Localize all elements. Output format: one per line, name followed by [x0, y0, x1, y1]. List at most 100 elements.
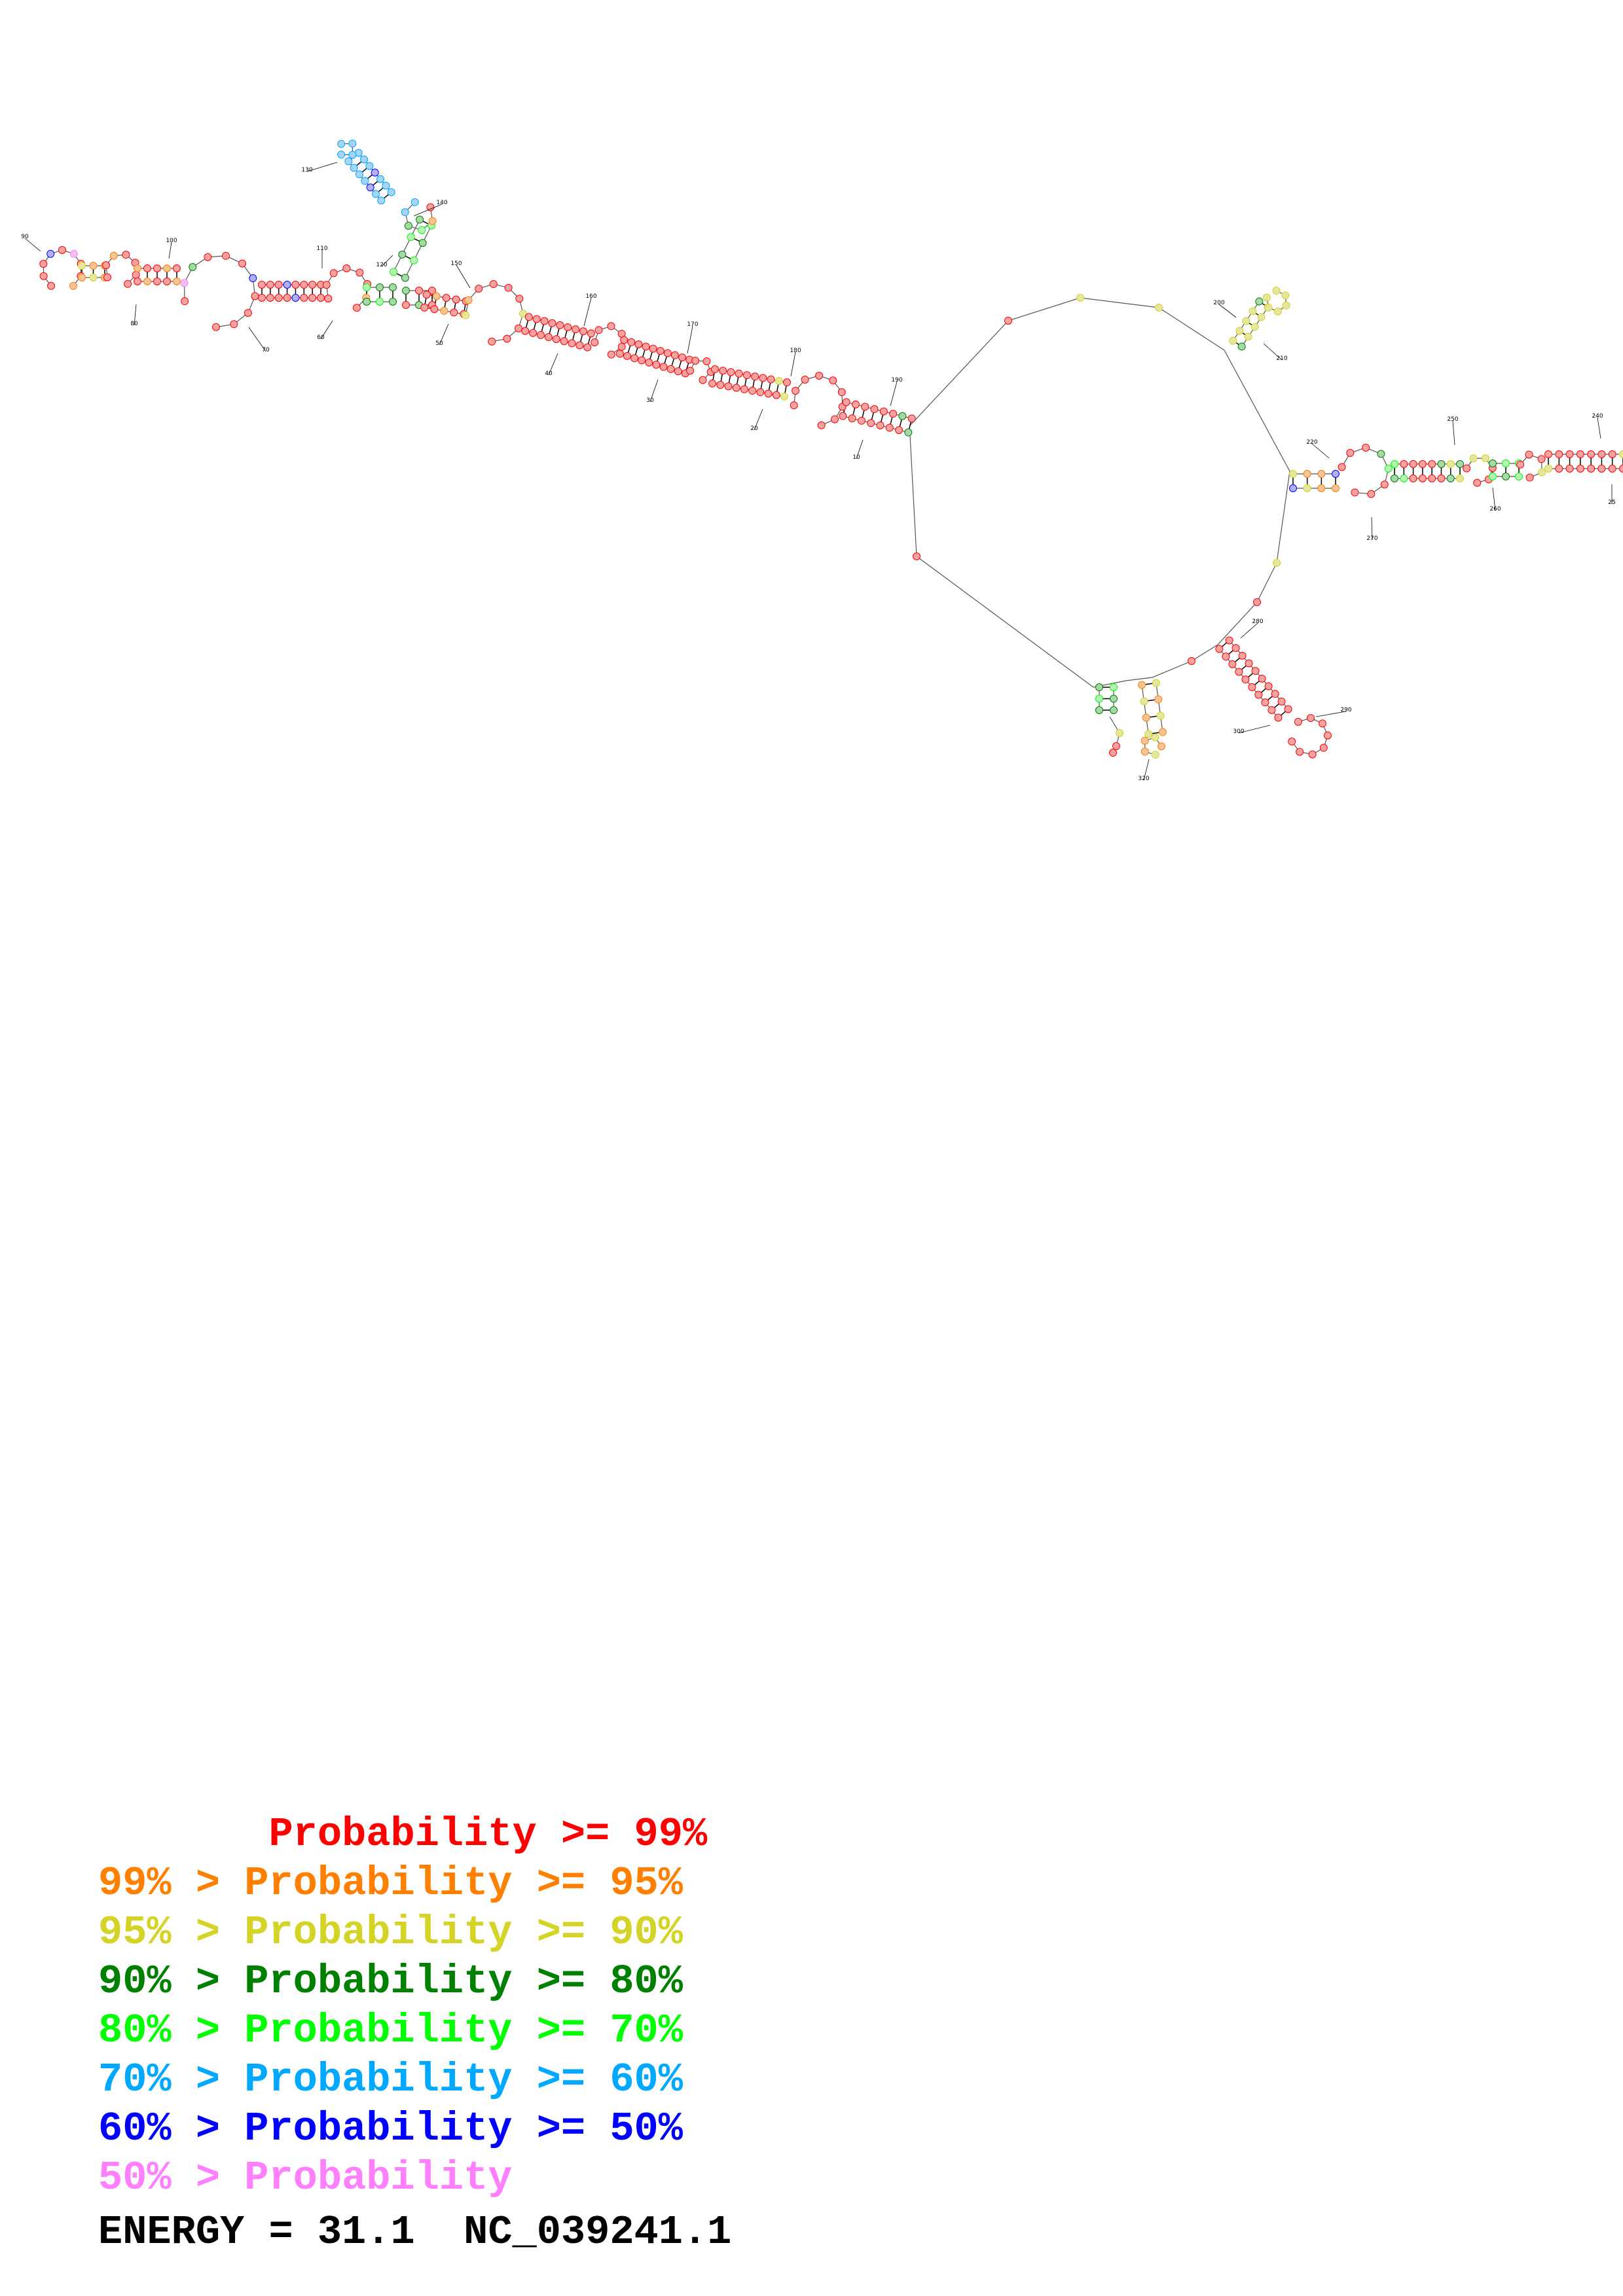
nucleotide: [1544, 450, 1552, 458]
nucleotide: [1319, 719, 1327, 728]
nucleotide: [1284, 705, 1292, 713]
nucleotide: [1400, 475, 1408, 482]
nucleotide: [342, 264, 351, 273]
nucleotide: [1323, 731, 1332, 740]
nucleotide: [1110, 694, 1118, 703]
nucleotide: [1538, 468, 1546, 476]
legend-row-90: 95% > Probability >= 90%: [98, 1908, 707, 1957]
legend-row-99: Probability >= 99%: [98, 1810, 707, 1859]
nucleotide: [623, 351, 631, 360]
nucleotide: [1144, 730, 1153, 738]
label-tick: [1263, 343, 1283, 361]
nucleotide: [410, 256, 418, 264]
nucleotide: [1249, 307, 1257, 315]
nucleotide: [122, 251, 130, 259]
nucleotide: [645, 358, 653, 367]
nucleotide: [1156, 711, 1165, 720]
nucleotide: [363, 298, 371, 306]
nucleotide: [1229, 336, 1237, 345]
nucleotide: [39, 260, 48, 268]
nucleotide: [742, 371, 751, 380]
nucleotide: [401, 274, 409, 282]
nucleotide: [620, 336, 629, 344]
nucleotide: [308, 294, 317, 302]
nucleotide: [1095, 694, 1103, 703]
label-tick: [548, 353, 558, 376]
nucleotide: [735, 369, 743, 378]
backbone-lines: [43, 143, 1623, 755]
nucleotide: [1151, 733, 1159, 742]
nucleotide: [428, 217, 437, 225]
nucleotide: [398, 250, 407, 259]
nucleotide: [716, 381, 725, 389]
nucleotide: [283, 281, 291, 289]
position-label: 180: [790, 348, 801, 354]
nucleotide: [132, 270, 140, 279]
legend-row-70: 80% > Probability >= 70%: [98, 2006, 707, 2055]
nucleotide: [591, 338, 599, 347]
label-tick: [456, 264, 471, 289]
nucleotide: [529, 329, 538, 337]
label-tick: [1315, 711, 1347, 717]
position-label: 25: [1608, 499, 1615, 506]
nucleotide: [594, 326, 603, 334]
nucleotide: [1250, 323, 1259, 331]
nucleotide: [1271, 690, 1279, 698]
nucleotide: [575, 341, 584, 350]
nucleotide: [1248, 683, 1256, 691]
nucleotide: [1555, 450, 1563, 458]
nucleotide: [617, 342, 626, 351]
nucleotide: [371, 190, 380, 198]
nucleotide: [686, 367, 695, 375]
nucleotide: [1222, 653, 1230, 661]
nucleotide: [708, 379, 717, 387]
nucleotide: [1261, 698, 1269, 707]
nucleotide: [348, 151, 357, 159]
nucleotide: [904, 428, 913, 437]
nucleotide: [1225, 636, 1233, 645]
label-tick: [1311, 443, 1330, 459]
nucleotide: [258, 281, 266, 289]
nucleotide: [876, 421, 884, 429]
nucleotide: [47, 281, 56, 290]
nucleotide: [837, 388, 846, 397]
nucleotide: [376, 298, 384, 306]
nucleotide: [89, 274, 98, 281]
label-tick: [1238, 725, 1271, 734]
nucleotide: [1235, 327, 1244, 335]
nucleotide: [1384, 464, 1393, 473]
nucleotide: [1262, 293, 1271, 302]
nucleotide: [1277, 697, 1286, 706]
nucleotide: [366, 183, 374, 192]
label-tick: [583, 297, 592, 327]
nucleotide: [740, 385, 748, 393]
nucleotide: [649, 344, 657, 353]
legend-row-95: 99% > Probability >= 95%: [98, 1859, 707, 1908]
nucleotide: [702, 357, 711, 366]
nucleotide: [780, 392, 789, 401]
nucleotide: [1109, 749, 1117, 757]
nucleotide: [627, 338, 636, 346]
nucleotide: [1418, 460, 1427, 468]
nucleotide: [1282, 301, 1290, 310]
legend-label: Probability: [244, 2155, 513, 2201]
nucleotide: [1076, 294, 1084, 302]
nucleotide: [181, 297, 189, 306]
label-tick: [1492, 487, 1496, 511]
position-label: 200: [1213, 300, 1224, 306]
nucleotide: [452, 295, 460, 304]
nucleotide: [1332, 484, 1340, 492]
nucleotide: [1346, 449, 1355, 457]
nucleotide: [1400, 460, 1408, 468]
nucleotide: [748, 386, 757, 395]
nucleotide: [756, 388, 765, 397]
nucleotide: [211, 323, 220, 331]
nucleotide: [879, 407, 888, 416]
footer-info: ENERGY = 31.1 NC_039241.1: [98, 2209, 731, 2255]
nucleotide: [790, 401, 798, 410]
label-tick: [306, 162, 338, 172]
nucleotide: [266, 281, 274, 289]
nucleotide: [432, 292, 441, 300]
label-tick: [856, 439, 864, 459]
nucleotide: [504, 283, 513, 292]
